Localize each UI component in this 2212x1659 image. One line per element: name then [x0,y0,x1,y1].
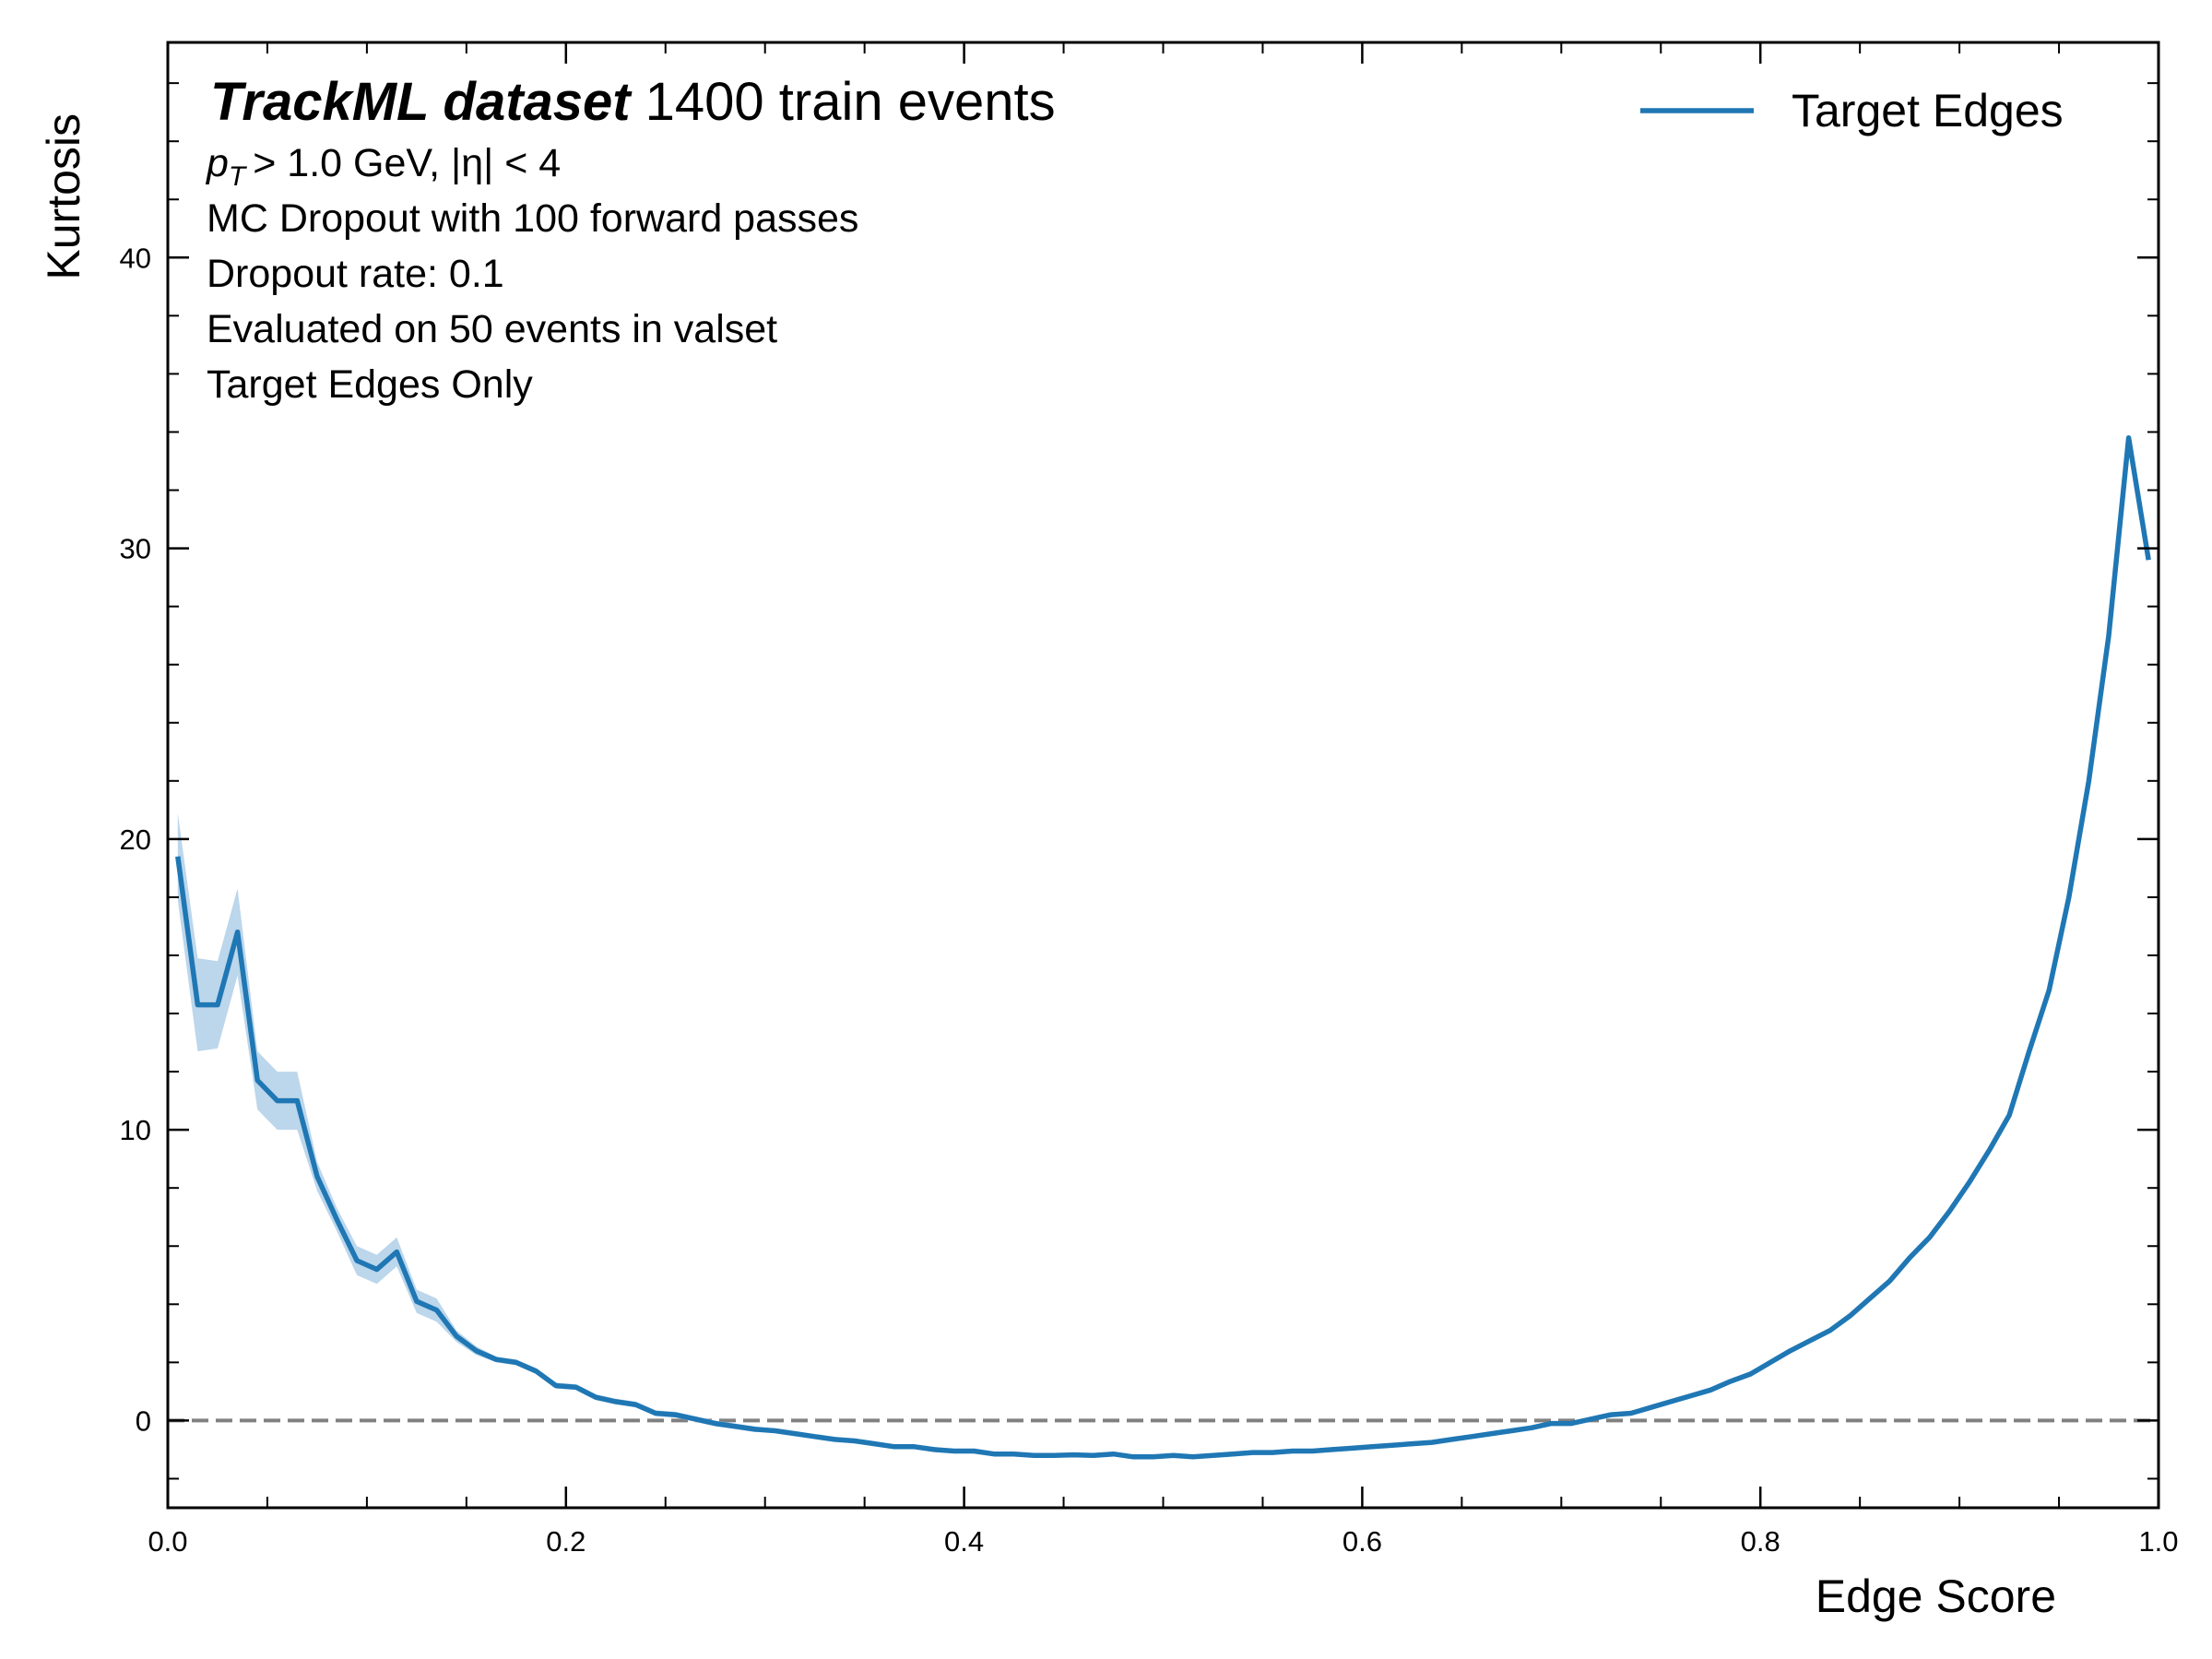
annotation: Target Edges Only [207,362,533,407]
annotation: MC Dropout with 100 forward passes [207,196,858,241]
x-tick-label: 0.8 [1741,1525,1780,1558]
x-tick-label: 1.0 [2138,1525,2178,1558]
legend-label: Target Edges [1792,85,2064,136]
y-tick-label: 30 [120,533,151,565]
title-bold: TrackML dataset [210,72,633,132]
y-tick-label: 40 [120,242,151,274]
annotation: Dropout rate: 0.1 [207,252,504,296]
x-axis-label: Edge Score [1816,1570,2056,1622]
cut-symbol: p [205,141,229,185]
cut-label: pT > 1.0 GeV, |η| < 4 [205,141,561,192]
y-tick-label: 0 [136,1404,151,1437]
annotation: Evaluated on 50 events in valset [207,307,777,351]
x-tick-label: 0.4 [944,1525,984,1558]
y-axis-label: Kurtosis [38,113,89,280]
y-tick-label: 10 [120,1114,151,1146]
error-band [177,436,2149,1459]
series-line [175,435,2151,1460]
x-tick-label: 0.6 [1343,1525,1382,1558]
y-tick-label: 20 [120,824,151,856]
title-rest: 1400 train events [645,72,1056,132]
cut-subscript: T [229,161,248,192]
x-tick-label: 0.0 [148,1525,187,1558]
chart-title: TrackML dataset 1400 train events [210,72,1056,132]
cut-text: > 1.0 GeV, |η| < 4 [253,141,561,185]
x-tick-label: 0.2 [546,1525,586,1558]
